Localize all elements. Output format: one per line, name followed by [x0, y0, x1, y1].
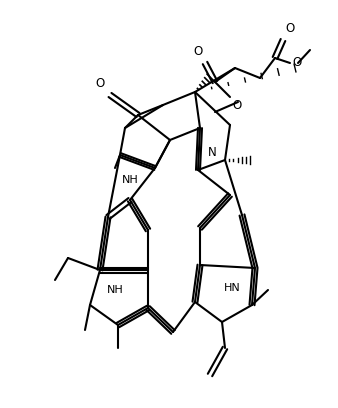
Text: NH: NH: [122, 175, 138, 185]
Text: HN: HN: [224, 283, 240, 293]
Text: O: O: [232, 99, 241, 112]
Text: O: O: [194, 45, 203, 58]
Text: NH: NH: [106, 285, 123, 295]
Text: O: O: [96, 77, 105, 90]
Text: O: O: [292, 56, 301, 69]
Text: N: N: [208, 146, 216, 158]
Text: O: O: [285, 22, 294, 35]
